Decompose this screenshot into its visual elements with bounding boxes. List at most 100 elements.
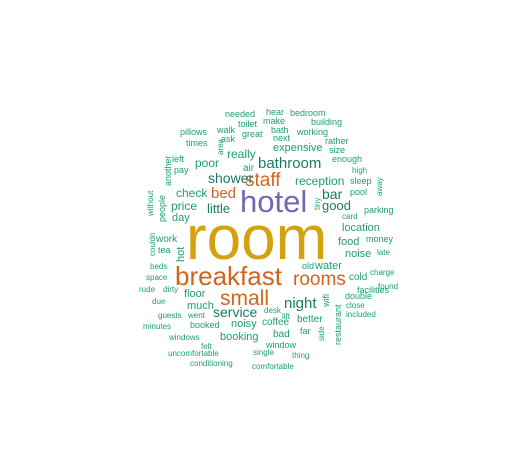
word-card: card — [342, 212, 358, 221]
word-charge: charge — [370, 268, 395, 277]
word-went: went — [188, 311, 205, 320]
word-next: next — [273, 133, 291, 143]
word-day: day — [172, 212, 190, 224]
word-wifi: wifi — [321, 294, 331, 307]
word-rather: rather — [325, 136, 349, 146]
word-high: high — [352, 166, 368, 175]
word-coffee: coffee — [262, 317, 290, 328]
word-restaurant: restaurant — [333, 304, 343, 345]
word-space: space — [146, 273, 168, 282]
word-left: left — [172, 154, 185, 164]
word-windows: windows — [169, 333, 200, 342]
word-water: water — [315, 260, 342, 272]
word-away: away — [375, 177, 384, 196]
word-bedroom: bedroom — [290, 108, 326, 118]
word-due: due — [152, 297, 166, 306]
word-air: air — [243, 163, 255, 174]
word-check: check — [176, 186, 208, 200]
word-size: size — [329, 145, 346, 155]
word-needed: needed — [225, 109, 256, 119]
word-food: food — [338, 236, 360, 248]
word-bed: bed — [211, 185, 237, 202]
word-building: building — [311, 117, 343, 127]
word-toilet: toilet — [238, 119, 258, 129]
word-reception: reception — [295, 174, 345, 188]
word-great: great — [242, 129, 263, 139]
word-bath: bath — [271, 125, 289, 135]
word-people: people — [157, 194, 167, 222]
word-area: area — [216, 138, 225, 155]
word-bar: bar — [322, 186, 343, 202]
word-minutes: minutes — [143, 322, 172, 331]
word-breakfast: breakfast — [175, 261, 282, 291]
word-really: really — [227, 147, 256, 161]
word-beds: beds — [150, 262, 168, 271]
word-conditioning: conditioning — [190, 359, 233, 368]
word-price: price — [171, 199, 198, 213]
word-rooms: rooms — [293, 269, 346, 290]
word-booking: booking — [220, 331, 259, 343]
word-parking: parking — [364, 205, 394, 215]
word-enough: enough — [332, 154, 363, 164]
word-work: work — [156, 234, 178, 245]
word-little: little — [207, 201, 231, 216]
word-small: small — [220, 287, 270, 310]
word-couldn: couldn — [148, 232, 157, 256]
word-hotel: hotel — [240, 184, 308, 219]
word-another: another — [163, 155, 173, 186]
word-tiny: tiny — [313, 197, 322, 210]
word-bathroom: bathroom — [258, 155, 322, 172]
word-pillows: pillows — [180, 127, 208, 137]
word-double: double — [345, 291, 373, 301]
word-lift: lift — [282, 312, 290, 321]
word-dirty: dirty — [163, 285, 179, 294]
word-rude: rude — [139, 285, 156, 294]
word-location: location — [342, 222, 380, 234]
word-times: times — [186, 138, 208, 148]
word-close: close — [346, 301, 365, 310]
word-guests: guests — [158, 311, 182, 320]
word-shower: shower — [208, 170, 254, 186]
word-single: single — [253, 348, 274, 357]
word-without: without — [146, 190, 155, 216]
word-good: good — [322, 198, 351, 213]
word-booked: booked — [190, 320, 220, 330]
word-side: side — [317, 326, 326, 341]
word-felt: felt — [201, 342, 212, 351]
word-better: better — [297, 314, 323, 325]
word-poor: poor — [195, 156, 220, 170]
word-facilities: facilities — [357, 285, 390, 295]
word-night: night — [284, 295, 317, 312]
word-window: window — [266, 340, 297, 350]
word-ask: ask — [221, 134, 236, 144]
word-expensive: expensive — [273, 142, 323, 154]
word-included: included — [346, 310, 376, 319]
word-comfortable: comfortable — [252, 362, 294, 371]
word-service: service — [213, 304, 258, 320]
word-noisy: noisy — [231, 318, 257, 330]
word-cold: cold — [349, 272, 368, 283]
word-bad: bad — [273, 329, 290, 340]
word-tea: tea — [158, 245, 171, 255]
word-found: found — [378, 282, 399, 291]
word-sleep: sleep — [350, 176, 372, 186]
word-money: money — [366, 234, 394, 244]
word-working: working — [297, 127, 329, 137]
word-make: make — [263, 116, 286, 126]
word-walk: walk — [217, 125, 236, 135]
word-far: far — [300, 326, 311, 336]
word-pay: pay — [174, 165, 189, 175]
word-uncomfortable: uncomfortable — [168, 349, 219, 358]
word-late: late — [377, 248, 390, 257]
word-hear: hear — [266, 107, 285, 117]
word-much: much — [187, 300, 214, 312]
word-desk: desk — [264, 306, 281, 315]
word-old: old — [302, 261, 315, 271]
word-room: room — [186, 204, 328, 273]
word-thing: thing — [292, 351, 310, 360]
word-floor: floor — [184, 288, 206, 300]
word-noise: noise — [345, 248, 372, 260]
word-staff: staff — [245, 170, 281, 191]
word-pool: pool — [350, 187, 368, 197]
